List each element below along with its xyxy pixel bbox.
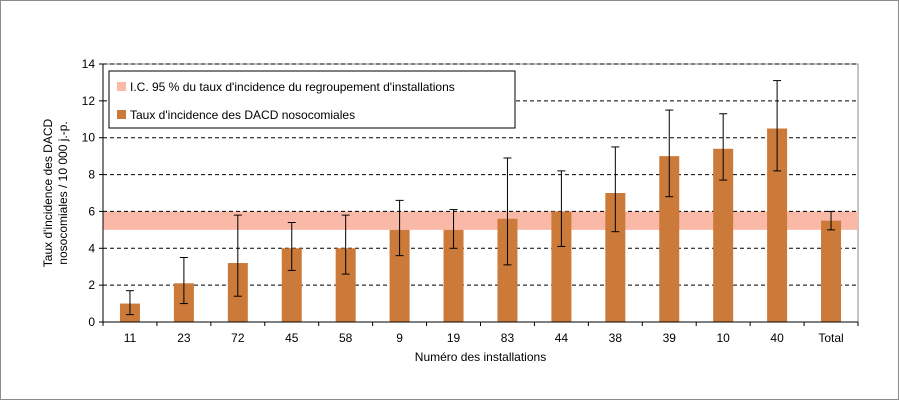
x-tick-label: 44 bbox=[555, 331, 569, 345]
x-tick-label: 72 bbox=[231, 331, 245, 345]
x-tick-label: 40 bbox=[770, 331, 784, 345]
bar bbox=[497, 218, 518, 322]
bar bbox=[443, 229, 464, 322]
tick-labels: 0 2 4 6 8 10 12 14 11 23 72 45 58 9 19 83 44 38 39 10 40 Tota… bbox=[82, 57, 844, 345]
y-axis-title-line1: Taux d'incidence des DACD bbox=[41, 118, 55, 267]
bar bbox=[767, 128, 788, 322]
y-axis-title-line2: nosocomiales / 10 000 j.-p. bbox=[56, 121, 70, 264]
x-tick-label: 19 bbox=[447, 331, 461, 345]
bar bbox=[659, 156, 680, 322]
x-tick-label: 9 bbox=[396, 331, 403, 345]
bar bbox=[605, 193, 626, 322]
legend: I.C. 95 % du taux d'incidence du regroup… bbox=[108, 70, 516, 129]
x-tick-label: 39 bbox=[663, 331, 677, 345]
legend-band-label: I.C. 95 % du taux d'incidence du regroup… bbox=[130, 80, 455, 94]
x-axis-title: Numéro des installations bbox=[415, 350, 546, 364]
y-tick-label: 4 bbox=[88, 241, 95, 255]
x-tick-label: 11 bbox=[124, 331, 137, 345]
bar bbox=[551, 211, 572, 322]
x-tick-label: 38 bbox=[609, 331, 623, 345]
x-tick-label: 83 bbox=[501, 331, 515, 345]
y-tick-label: 14 bbox=[82, 57, 96, 71]
bar bbox=[389, 229, 410, 322]
bar bbox=[335, 248, 356, 322]
legend-bar-swatch bbox=[117, 110, 126, 119]
bar bbox=[821, 220, 842, 322]
y-tick-label: 12 bbox=[82, 94, 96, 108]
y-tick-label: 6 bbox=[88, 204, 95, 218]
x-tick-label: 23 bbox=[177, 331, 191, 345]
legend-band-swatch bbox=[117, 82, 126, 91]
x-tick-label: 45 bbox=[285, 331, 299, 345]
bar bbox=[713, 148, 734, 322]
error-bars bbox=[125, 80, 836, 316]
x-tick-label: 10 bbox=[716, 331, 730, 345]
confidence-band bbox=[103, 211, 858, 230]
axes bbox=[99, 63, 859, 326]
bar bbox=[281, 248, 302, 322]
x-tick-label: Total bbox=[818, 331, 843, 345]
y-tick-label: 0 bbox=[88, 315, 95, 329]
legend-box bbox=[108, 70, 516, 129]
y-tick-label: 10 bbox=[82, 131, 96, 145]
legend-bar-label: Taux d'incidence des DACD nosocomiales bbox=[130, 108, 355, 122]
y-tick-label: 8 bbox=[88, 168, 95, 182]
x-tick-label: 58 bbox=[339, 331, 353, 345]
y-tick-label: 2 bbox=[88, 278, 95, 292]
